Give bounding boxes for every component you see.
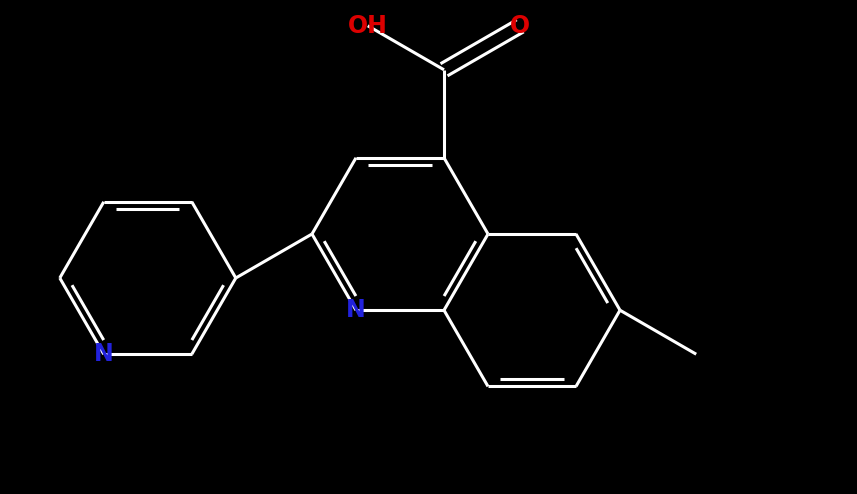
Text: N: N [94, 342, 114, 366]
Text: O: O [510, 14, 530, 38]
Text: N: N [346, 298, 366, 322]
Text: OH: OH [348, 14, 387, 38]
